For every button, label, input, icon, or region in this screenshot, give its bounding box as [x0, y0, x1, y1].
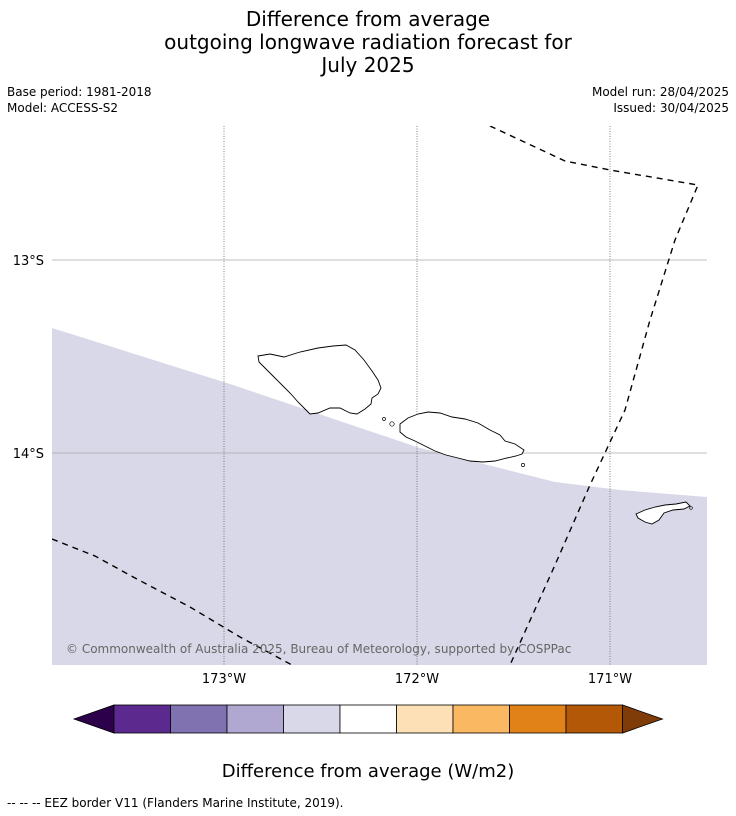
metadata-right: Model run: 28/04/2025 Issued: 30/04/2025 — [592, 84, 729, 116]
colorbar-segment — [565, 704, 623, 734]
colorbar-tick-label: 25 — [613, 737, 632, 740]
eez-border-north — [489, 126, 699, 665]
title-line-1: Difference from average — [245, 7, 491, 31]
eez-border-southwest — [52, 538, 293, 665]
colorbar-segment — [113, 704, 171, 734]
colorbar-tick-label: 2 — [392, 737, 402, 740]
title-line-2: outgoing longwave radiation forecast for — [164, 30, 572, 54]
lon-label-172w: 172°W — [395, 672, 439, 687]
colorbar-tick-label: -5 — [276, 737, 291, 740]
title-line-3: July 2025 — [321, 53, 415, 77]
colorbar-tick-label: 15 — [556, 737, 575, 740]
colorbar-tick-label: 5 — [448, 737, 458, 740]
colorbar: -25-15-10-5-225101525 — [72, 704, 664, 740]
colorbar-label: Difference from average (W/m2) — [221, 761, 515, 782]
colorbar-segment — [283, 704, 341, 734]
colorbar-over-extension — [622, 704, 664, 734]
colorbar-segment — [509, 704, 567, 734]
colorbar-segment — [452, 704, 510, 734]
colorbar-tick-label: -25 — [102, 737, 127, 740]
model-text: Model: ACCESS-S2 — [7, 101, 119, 115]
model-run-text: Model run: 28/04/2025 — [591, 85, 729, 99]
lon-label-173w: 173°W — [202, 672, 246, 687]
eez-footnote: -- -- -- EEZ border V11 (Flanders Marine… — [7, 796, 344, 810]
upolu-island-outline — [399, 411, 525, 463]
apolima-islet — [382, 417, 386, 421]
savaii-island-outline — [257, 344, 382, 415]
colorbar-segment — [226, 704, 284, 734]
map-figure: 13°S 14°S 173°W 172°W 171°W © Commonweal… — [13, 126, 707, 740]
lat-label-13s: 13°S — [13, 254, 44, 269]
manono-islet — [389, 421, 395, 427]
colorbar-segment — [396, 704, 454, 734]
issued-text: Issued: 30/04/2025 — [613, 101, 729, 115]
base-period-text: Base period: 1981-2018 — [7, 85, 152, 99]
copyright-notice: © Commonwealth of Australia 2025, Bureau… — [66, 642, 571, 656]
colorbar-tick-label: 10 — [500, 737, 519, 740]
chart-title: Difference from average outgoing longwav… — [0, 8, 736, 77]
colorbar-segment — [339, 704, 397, 734]
lat-label-14s: 14°S — [13, 447, 44, 462]
colorbar-tick-label: -15 — [158, 737, 183, 740]
tutuila-island-outline — [635, 501, 691, 525]
colorbar-tick-label: -10 — [215, 737, 240, 740]
lon-label-171w: 171°W — [588, 672, 632, 687]
colorbar-tick-label: -2 — [333, 737, 348, 740]
anomaly-shaded-region — [52, 328, 707, 665]
aunuu-islet — [689, 506, 693, 510]
metadata-left: Base period: 1981-2018 Model: ACCESS-S2 — [7, 84, 152, 116]
colorbar-under-extension — [72, 704, 115, 734]
upolu-east-islet — [521, 463, 525, 467]
colorbar-segment — [170, 704, 228, 734]
